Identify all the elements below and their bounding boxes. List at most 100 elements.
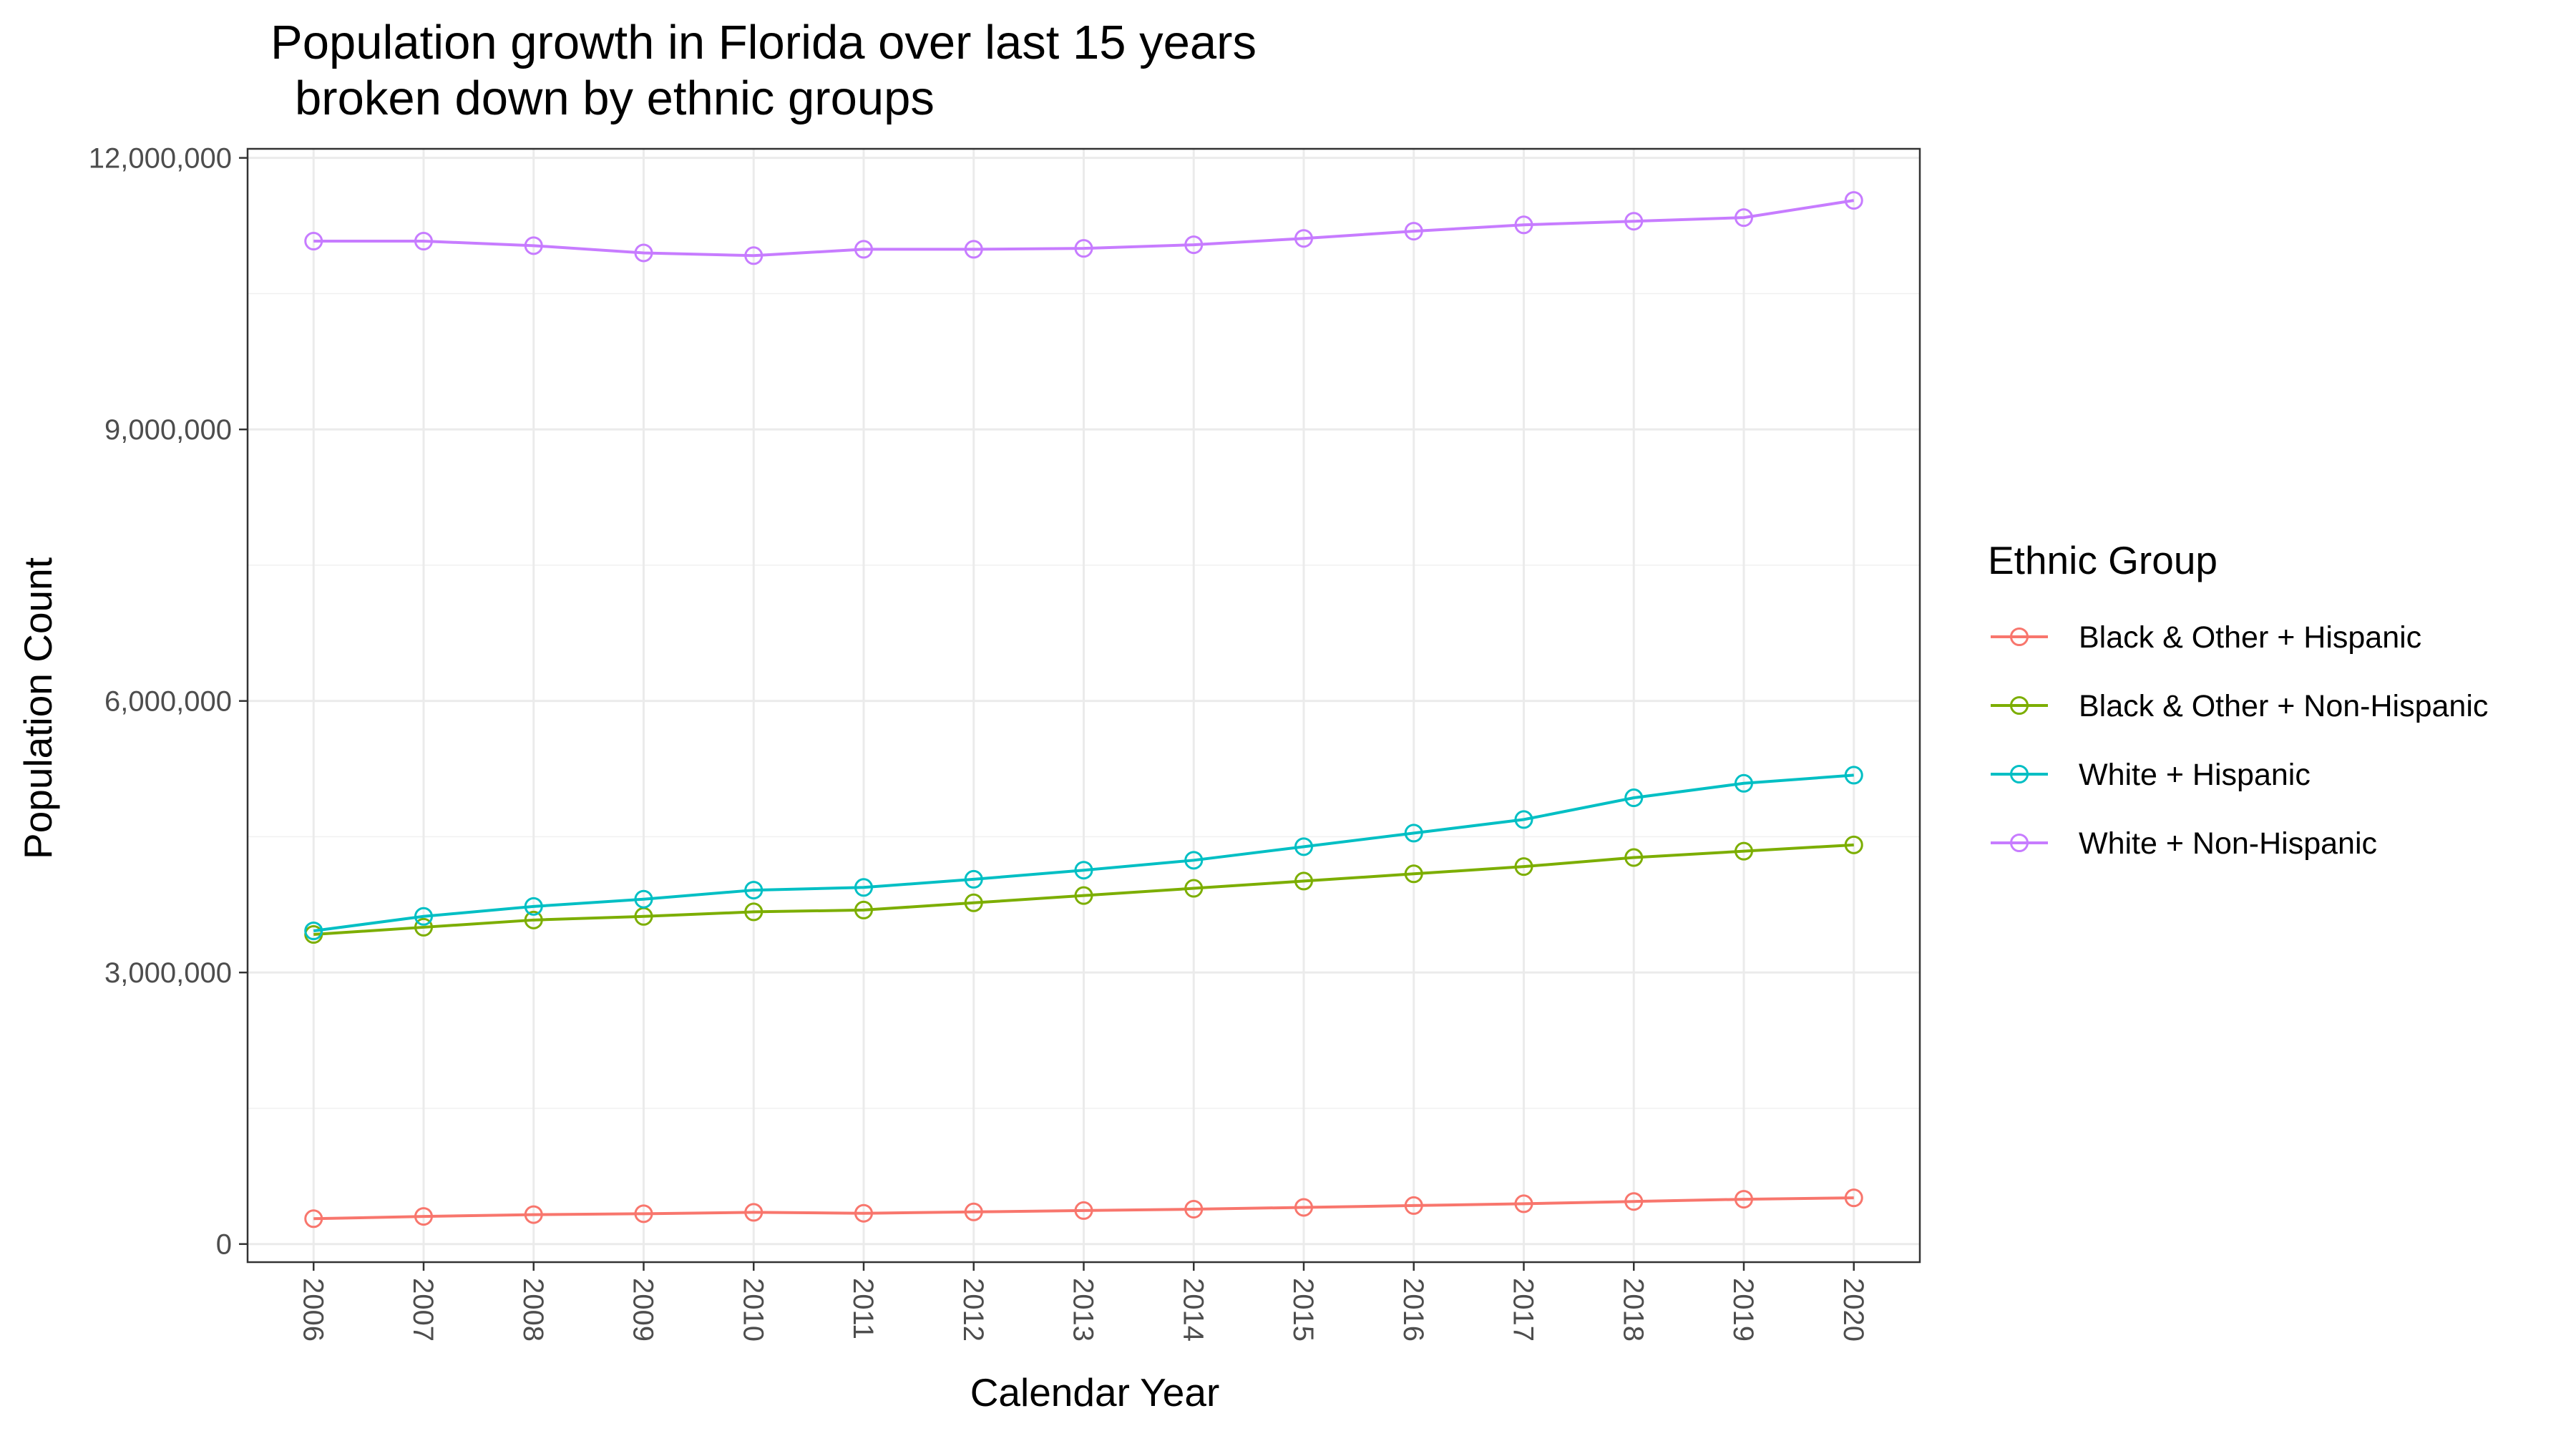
data-point: [524, 897, 543, 916]
data-point: [1074, 861, 1093, 880]
data-point: [304, 1209, 323, 1229]
x-tick-label: 2019: [1727, 1278, 1759, 1342]
data-point: [1735, 773, 1753, 793]
data-point: [1514, 810, 1533, 829]
grid-lines: [248, 149, 1920, 1262]
data-point: [1844, 1188, 1863, 1208]
data-point: [304, 232, 323, 251]
data-point: [1624, 848, 1644, 867]
data-point: [414, 232, 433, 251]
y-axis-title: Population Count: [16, 557, 60, 859]
data-point: [1624, 788, 1644, 808]
legend-label: White + Hispanic: [2079, 758, 2311, 792]
data-point: [1184, 851, 1204, 870]
data-point: [854, 878, 873, 897]
data-point: [524, 910, 543, 929]
data-point: [414, 907, 433, 926]
data-point: [964, 869, 983, 889]
x-axis-title: Calendar Year: [970, 1370, 1220, 1415]
data-point: [1404, 824, 1423, 843]
y-tick-label: 6,000,000: [104, 686, 232, 718]
data-point: [524, 236, 543, 255]
plot-panel: [246, 147, 1921, 1264]
y-tick-label: 3,000,000: [104, 957, 232, 989]
data-point: [854, 900, 873, 919]
data-point: [1735, 208, 1753, 228]
legend-label: White + Non-Hispanic: [2079, 826, 2377, 861]
data-point: [1074, 239, 1093, 258]
data-point: [1294, 837, 1313, 856]
data-point: [744, 246, 763, 265]
x-tick-label: 2009: [628, 1278, 659, 1342]
legend-label: Black & Other + Hispanic: [2079, 620, 2421, 655]
data-point: [1294, 1198, 1313, 1217]
data-point: [1735, 841, 1753, 861]
data-point: [1184, 1199, 1204, 1218]
x-tick-label: 2014: [1177, 1278, 1209, 1342]
legend-item: Black & Other + Hispanic: [1991, 620, 2421, 655]
series-layer: [304, 191, 1863, 1229]
data-point: [1514, 1194, 1533, 1213]
data-point: [1624, 1192, 1644, 1211]
y-tick-label: 0: [216, 1229, 232, 1261]
y-tick-label: 12,000,000: [89, 143, 232, 175]
data-point: [744, 1203, 763, 1222]
data-point: [854, 240, 873, 259]
data-point: [744, 902, 763, 922]
series-0: [304, 1188, 1863, 1229]
x-tick-label: 2015: [1287, 1278, 1319, 1342]
data-point: [1844, 766, 1863, 785]
x-tick-label: 2017: [1508, 1278, 1539, 1342]
data-point: [744, 881, 763, 900]
legend-key-point: [2010, 627, 2029, 646]
data-point: [414, 1207, 433, 1226]
data-point: [304, 921, 323, 940]
series-line: [313, 773, 1854, 932]
legend-item: Black & Other + Non-Hispanic: [1991, 689, 2488, 723]
legend-key-point: [2010, 765, 2029, 783]
series-line: [313, 199, 1855, 258]
data-point: [524, 1205, 543, 1224]
x-tick-label: 2008: [517, 1278, 549, 1342]
y-axis: 0 3,000,000 6,000,000 9,000,000 12,000,000: [89, 143, 248, 1261]
data-point: [1404, 222, 1423, 241]
x-tick-label: 2012: [957, 1278, 989, 1342]
chart-title: Population growth in Florida over last 1…: [270, 16, 1257, 69]
x-tick-label: 2010: [737, 1278, 769, 1342]
x-tick-label: 2006: [297, 1278, 328, 1342]
x-tick-label: 2013: [1068, 1278, 1099, 1342]
legend-key-point: [2010, 696, 2029, 715]
data-point: [1844, 835, 1863, 854]
data-point: [634, 243, 653, 263]
data-point: [964, 240, 983, 259]
x-tick-label: 2018: [1617, 1278, 1649, 1342]
legend: Ethnic Group Black & Other + HispanicBla…: [1988, 538, 2488, 861]
data-point: [1514, 215, 1533, 235]
x-tick-label: 2011: [847, 1278, 879, 1339]
series-1: [304, 835, 1863, 944]
data-point: [964, 893, 983, 912]
data-point: [1844, 191, 1863, 210]
x-tick-label: 2007: [407, 1278, 439, 1342]
legend-items: Black & Other + Hispanic Black & Other + …: [1991, 620, 2488, 861]
x-tick-label: 2020: [1838, 1278, 1869, 1342]
data-point: [1404, 1196, 1423, 1215]
legend-label: Black & Other + Non-Hispanic: [2079, 689, 2488, 723]
legend-key-point: [2010, 834, 2029, 852]
series-line: [313, 1196, 1854, 1221]
data-point: [414, 917, 433, 937]
data-point: [1404, 864, 1423, 884]
data-point: [1294, 871, 1313, 891]
series-3: [304, 191, 1863, 265]
legend-item: White + Hispanic: [1991, 758, 2311, 792]
data-point: [1074, 1201, 1093, 1220]
data-point: [854, 1203, 873, 1223]
legend-item: White + Non-Hispanic: [1991, 826, 2377, 861]
data-point: [1184, 879, 1204, 898]
chart-subtitle: broken down by ethnic groups: [295, 72, 935, 125]
legend-title: Ethnic Group: [1988, 538, 2218, 582]
data-point: [1624, 212, 1644, 231]
x-axis: 2006 2007 2008 2009 2010 2011 2012 2013 2014 2015…: [297, 1262, 1869, 1342]
y-tick-label: 9,000,000: [104, 414, 232, 446]
